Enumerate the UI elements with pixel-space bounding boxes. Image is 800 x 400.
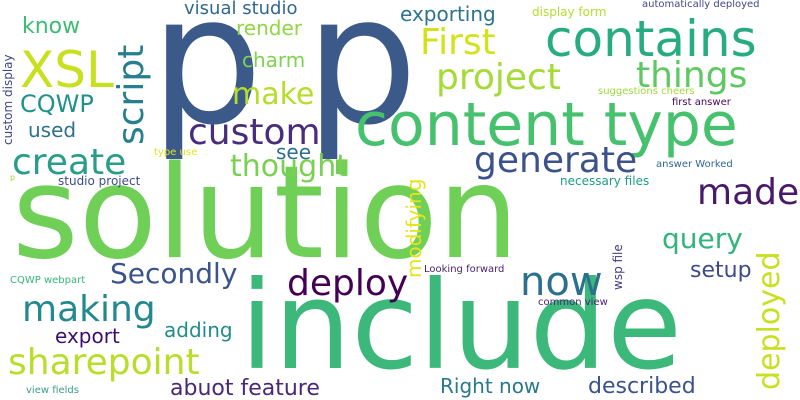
word-adding: adding: [164, 318, 233, 342]
word-now: now: [520, 259, 603, 305]
word-secondly: Secondly: [110, 257, 238, 290]
word-setup: setup: [690, 258, 752, 283]
word-render: render: [236, 16, 302, 40]
word-looking-forward: Looking forward: [424, 264, 505, 275]
word-charm: charm: [242, 48, 306, 72]
word-cqwp: CQWP: [20, 90, 94, 118]
word-query: query: [662, 222, 743, 255]
word-automatically-deployed: automatically deployed: [642, 0, 760, 10]
word-described: described: [588, 374, 696, 399]
word-script: script: [111, 44, 152, 145]
word-see: see: [276, 140, 312, 164]
word-made: made: [697, 172, 800, 213]
word-display-form: display form: [532, 5, 607, 19]
word-content-type: content type: [355, 90, 738, 160]
word-first: First: [420, 22, 496, 63]
word-custom-display: custom display: [1, 54, 15, 145]
word-know: know: [22, 14, 81, 39]
word-deploy: deploy: [287, 263, 409, 304]
word-deployed: deployed: [752, 251, 787, 391]
word-solution: solution: [12, 139, 519, 288]
word-create: create: [12, 142, 127, 183]
word-necessary-files: necessary files: [560, 174, 650, 188]
word-generate: generate: [474, 140, 638, 181]
word-abuot-feature: abuot feature: [170, 376, 320, 400]
word-project: project: [436, 57, 561, 98]
word-xsl: XSL: [20, 41, 114, 99]
word-visual-studio: visual studio: [184, 0, 298, 19]
word-wsp-file: wsp file: [611, 244, 625, 290]
word-first-answer: first answer: [672, 97, 731, 108]
word-suggestions-cheers: suggestions cheers: [598, 86, 695, 97]
word-p-1: p: [150, 0, 263, 164]
word-cqwp-webpart: CQWP webpart: [10, 275, 86, 286]
word-thought: thought: [230, 149, 348, 184]
word-answer-worked: answer Worked: [656, 159, 733, 170]
word-making: making: [22, 289, 156, 330]
word-right-now: Right now: [440, 374, 541, 398]
word-type-use: type use: [154, 147, 198, 158]
word-view-fields: view fields: [26, 385, 79, 396]
word-used: used: [28, 118, 77, 142]
word-common-view: common view: [538, 297, 608, 308]
word-exporting: exporting: [400, 2, 496, 26]
word-p-small: p: [10, 173, 16, 182]
word-p-2: p: [305, 0, 418, 164]
word-contains: contains: [545, 10, 757, 68]
word-make: make: [232, 77, 315, 112]
word-custom: custom: [188, 112, 321, 153]
word-export: export: [55, 324, 120, 348]
word-sharepoint: sharepoint: [8, 342, 200, 383]
word-things: things: [636, 55, 748, 96]
word-modifying: modifying: [402, 178, 426, 278]
word-include: include: [240, 255, 683, 397]
word-studio-project: studio project: [58, 174, 141, 188]
